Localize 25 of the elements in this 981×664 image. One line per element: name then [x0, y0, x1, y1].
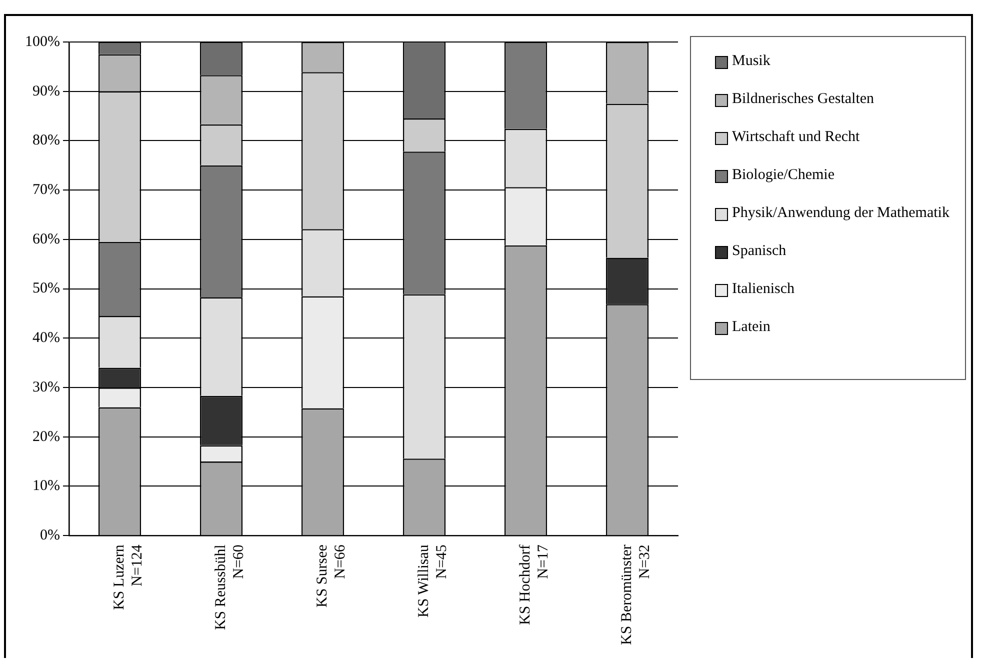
x-tick-label: KS Luzern N=124	[112, 544, 146, 610]
x-tick-label: KS Hochdorf N=17	[518, 544, 552, 625]
y-tick-label: 60%	[32, 231, 60, 248]
legend-label: Musik	[732, 53, 770, 70]
y-tick-label: 0%	[40, 528, 60, 544]
y-tick-label: 40%	[32, 330, 60, 346]
x-tick-label: KS Beromünster N=32	[619, 544, 654, 646]
y-tick-label: 70%	[32, 182, 60, 198]
legend-label: Wirtschaft und Recht	[732, 129, 860, 146]
legend-label: Physik/Anwendung der Mathematik	[732, 205, 950, 222]
y-tick-label: 80%	[32, 132, 60, 149]
y-tick-label: 30%	[32, 379, 60, 396]
y-tick-label: 100%	[24, 34, 60, 50]
y-tick-label: 20%	[32, 428, 60, 445]
y-tick-label: 50%	[32, 280, 60, 297]
legend-label: Italienisch	[732, 281, 794, 298]
x-tick-label: KS Reussbühl N=60	[213, 544, 248, 630]
x-tick-label: KS Sursee N=66	[314, 544, 349, 608]
legend-label: Bildnerisches Gestalten	[732, 91, 874, 108]
x-tick-label: KS Willisau N=45	[416, 544, 450, 618]
y-tick-label: 90%	[32, 83, 60, 100]
legend-label: Spanisch	[732, 243, 786, 260]
legend-label: Biologie/Chemie	[732, 167, 834, 184]
y-tick-label: 10%	[32, 478, 60, 494]
legend-label: Latein	[732, 319, 770, 336]
